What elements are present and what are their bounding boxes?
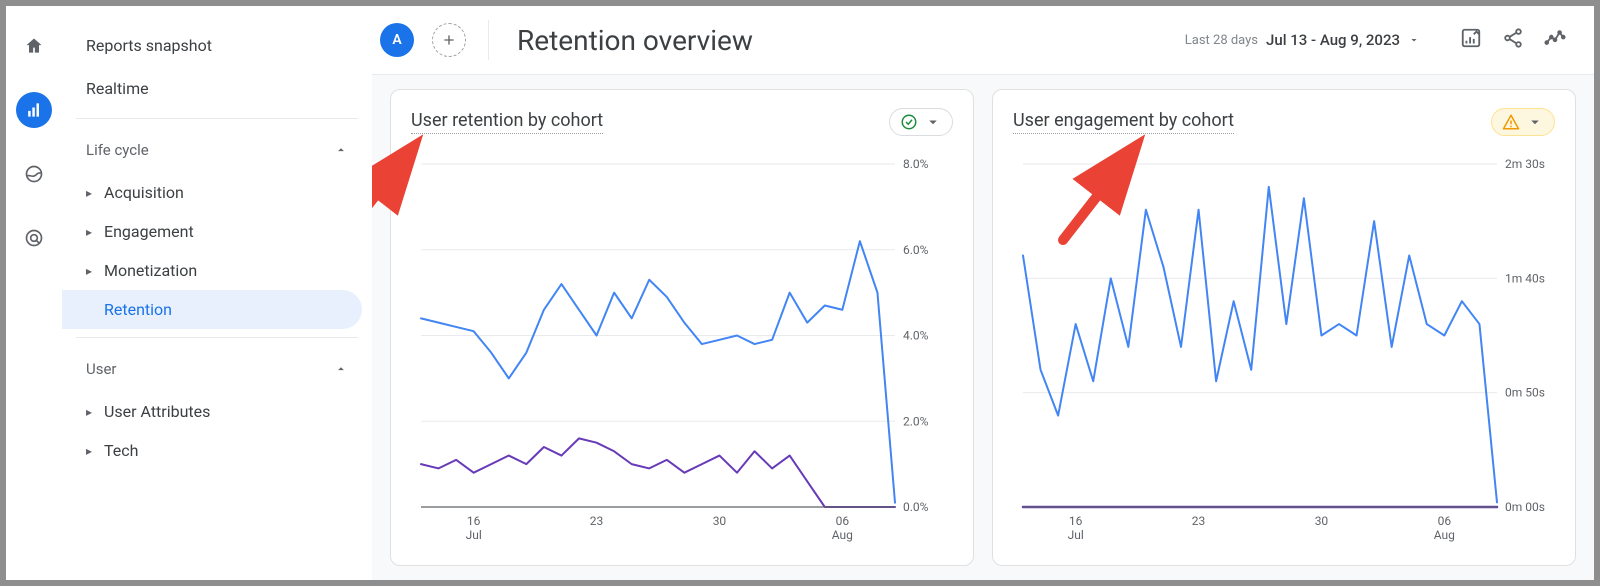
caret-down-icon: [1526, 113, 1544, 131]
svg-text:Aug: Aug: [1434, 528, 1455, 542]
explore-icon[interactable]: [16, 156, 52, 192]
sidebar-item-tech[interactable]: ▸Tech: [62, 431, 362, 470]
data-quality-status[interactable]: [889, 108, 953, 136]
svg-text:6.0%: 6.0%: [903, 243, 929, 257]
check-circle-icon: [900, 113, 918, 131]
svg-text:8.0%: 8.0%: [903, 157, 929, 171]
add-comparison-button[interactable]: [432, 23, 466, 57]
chevron-up-icon: [334, 362, 348, 376]
page-title: Retention overview: [517, 24, 753, 57]
customize-report-icon[interactable]: [1460, 27, 1482, 53]
date-range-prefix: Last 28 days: [1185, 33, 1258, 48]
sidebar-item-realtime[interactable]: Realtime: [62, 67, 372, 110]
warning-triangle-icon: [1502, 113, 1520, 131]
svg-text:2m 30s: 2m 30s: [1505, 157, 1545, 171]
svg-text:16: 16: [1069, 514, 1083, 528]
card-user-engagement: User engagement by cohort 0m 00s 0m 50s 1m…: [992, 89, 1576, 566]
sidebar-item-retention[interactable]: ▸Retention: [62, 290, 362, 329]
divider: [76, 118, 358, 119]
sidebar-section-user[interactable]: User: [62, 346, 372, 392]
svg-text:30: 30: [713, 514, 727, 528]
card-title: User retention by cohort: [411, 110, 603, 134]
svg-text:06: 06: [1438, 514, 1452, 528]
sidebar-item-label: Engagement: [104, 222, 194, 241]
svg-text:Jul: Jul: [466, 528, 482, 542]
svg-text:4.0%: 4.0%: [903, 329, 929, 343]
sidebar-item-engagement[interactable]: ▸Engagement: [62, 212, 362, 251]
caret-down-icon: [924, 113, 942, 131]
plus-icon: [441, 32, 457, 48]
sidebar-item-label: Tech: [104, 441, 138, 460]
chevron-up-icon: [334, 143, 348, 157]
svg-text:23: 23: [1192, 514, 1206, 528]
sidebar-section-label: Life cycle: [86, 141, 149, 159]
data-quality-status[interactable]: [1491, 108, 1555, 136]
audience-badge[interactable]: A: [380, 23, 414, 57]
chart-retention: 0.0% 2.0% 4.0% 6.0% 8.0% 16Jul 23 30 06Aug: [411, 142, 953, 557]
svg-text:30: 30: [1315, 514, 1329, 528]
svg-text:2.0%: 2.0%: [903, 414, 929, 428]
chart-engagement: 0m 00s 0m 50s 1m 40s 2m 30s 16Jul 23 30 06Aug: [1013, 142, 1555, 557]
icon-rail: [6, 6, 62, 580]
caret-down-icon: [1408, 34, 1420, 46]
sidebar-item-user-attributes[interactable]: ▸User Attributes: [62, 392, 362, 431]
advertising-icon[interactable]: [16, 220, 52, 256]
card-user-retention: User retention by cohort 0.0% 2.0% 4.0% 6.0…: [390, 89, 974, 566]
sidebar-item-label: Acquisition: [104, 183, 184, 202]
sidebar-section-life-cycle[interactable]: Life cycle: [62, 127, 372, 173]
svg-text:Aug: Aug: [832, 528, 853, 542]
divider: [488, 20, 489, 60]
date-range-picker[interactable]: Last 28 days Jul 13 - Aug 9, 2023: [1185, 31, 1420, 49]
svg-text:06: 06: [836, 514, 850, 528]
top-actions: [1460, 27, 1566, 53]
main-panel: A Retention overview Last 28 days Jul 13…: [372, 6, 1594, 580]
svg-text:16: 16: [467, 514, 481, 528]
svg-text:23: 23: [590, 514, 604, 528]
svg-text:1m 40s: 1m 40s: [1505, 271, 1545, 285]
svg-text:0m 50s: 0m 50s: [1505, 386, 1545, 400]
sidebar-item-label: Retention: [104, 300, 172, 319]
sidebar-item-label: Monetization: [104, 261, 197, 280]
sidebar-item-reports-snapshot[interactable]: Reports snapshot: [62, 24, 372, 67]
topbar: A Retention overview Last 28 days Jul 13…: [372, 6, 1594, 74]
sidebar-item-monetization[interactable]: ▸Monetization: [62, 251, 362, 290]
svg-text:0.0%: 0.0%: [903, 500, 929, 514]
date-range-value: Jul 13 - Aug 9, 2023: [1266, 31, 1400, 49]
report-sidebar: Reports snapshot Realtime Life cycle ▸Ac…: [62, 6, 372, 580]
home-icon[interactable]: [16, 28, 52, 64]
card-title: User engagement by cohort: [1013, 110, 1234, 134]
divider: [76, 337, 358, 338]
svg-text:0m 00s: 0m 00s: [1505, 500, 1545, 514]
sidebar-section-label: User: [86, 360, 117, 378]
svg-text:Jul: Jul: [1068, 528, 1084, 542]
share-icon[interactable]: [1502, 27, 1524, 53]
reports-icon[interactable]: [16, 92, 52, 128]
content-area: User retention by cohort 0.0% 2.0% 4.0% 6.0…: [372, 74, 1594, 580]
sidebar-item-acquisition[interactable]: ▸Acquisition: [62, 173, 362, 212]
sidebar-item-label: User Attributes: [104, 402, 210, 421]
insights-icon[interactable]: [1544, 27, 1566, 53]
